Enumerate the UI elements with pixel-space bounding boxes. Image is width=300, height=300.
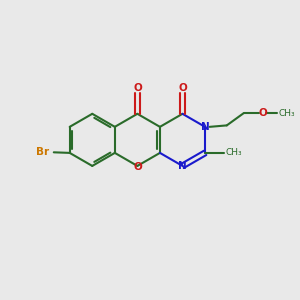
Text: O: O	[258, 108, 267, 118]
Text: O: O	[178, 83, 187, 93]
Text: Br: Br	[36, 147, 50, 157]
Text: CH₃: CH₃	[279, 109, 295, 118]
Text: N: N	[201, 122, 209, 132]
Text: O: O	[133, 83, 142, 93]
Text: O: O	[133, 162, 142, 172]
Text: CH₃: CH₃	[225, 148, 242, 158]
Text: N: N	[178, 161, 187, 171]
